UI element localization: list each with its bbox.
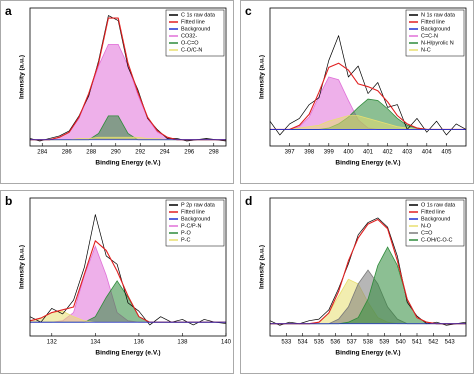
x-tick-label: 399: [324, 150, 335, 156]
legend-label: P-C/P-N: [181, 223, 202, 229]
area-fill: [30, 44, 226, 140]
legend-box: [165, 199, 225, 247]
y-axis-label: Intensity (a.u.): [259, 245, 266, 289]
panel: b 132 134 136 138 140 Binding Energy (e.V.) Int…: [0, 190, 234, 374]
panel: d 533 534 535 536 537 538 539 540 541 542 543 Bindin…: [240, 190, 474, 374]
x-tick-label: 534: [298, 340, 309, 346]
legend-label: N-O: [421, 223, 432, 229]
x-tick-label: 403: [402, 150, 413, 156]
panel: c 397 398 399 400 401 402 403 404 405 Binding Ener…: [240, 0, 474, 184]
legend-label: Fitted line: [421, 209, 445, 215]
x-tick-label: 288: [86, 150, 97, 156]
x-axis-label: Binding Energy (e.V.): [335, 350, 400, 357]
area-fill: [270, 247, 466, 324]
panel-label: d: [245, 194, 252, 208]
x-tick-label: 543: [445, 340, 456, 346]
panel: a 284 286 288 290 292 294 296 298 Binding Energy …: [0, 0, 234, 184]
legend-label: Fitted line: [181, 19, 205, 25]
x-tick-label: 398: [304, 150, 315, 156]
x-tick-label: 136: [134, 340, 145, 346]
panel-label: b: [5, 194, 12, 208]
x-tick-label: 535: [314, 340, 325, 346]
legend-label: Background: [181, 26, 210, 32]
panel-label: c: [245, 4, 252, 18]
legend-label: C=C-N: [421, 33, 438, 39]
x-tick-label: 290: [111, 150, 122, 156]
x-tick-label: 132: [47, 340, 58, 346]
x-tick-label: 404: [422, 150, 433, 156]
x-tick-label: 138: [177, 340, 188, 346]
plot-frame: [29, 7, 227, 147]
raw-data-line: [29, 214, 227, 326]
area-fill: [270, 115, 466, 130]
area-fill: [30, 115, 226, 140]
x-axis-label: Binding Energy (e.V.): [335, 160, 400, 167]
legend-label: O 1s raw data: [421, 202, 456, 208]
legend-label: N 1s raw data: [421, 12, 456, 18]
x-tick-label: 134: [90, 340, 101, 346]
x-axis-label: Binding Energy (e.V.): [95, 350, 160, 357]
x-axis-label: Binding Energy (e.V.): [95, 160, 160, 167]
x-tick-label: 400: [343, 150, 354, 156]
legend-label: P-C: [181, 237, 191, 243]
legend-label: P 2p raw data: [181, 202, 216, 208]
legend-label: Fitted line: [421, 19, 445, 25]
x-tick-label: 402: [383, 150, 394, 156]
x-tick-label: 292: [135, 150, 146, 156]
x-tick-label: 284: [37, 150, 48, 156]
legend-label: Background: [421, 216, 450, 222]
area-fill: [30, 280, 226, 323]
x-tick-label: 536: [330, 340, 341, 346]
x-tick-label: 294: [160, 150, 171, 156]
x-tick-label: 541: [412, 340, 423, 346]
x-tick-label: 401: [363, 150, 374, 156]
legend-label: Fitted line: [181, 209, 205, 215]
area-fill: [30, 311, 226, 323]
legend-label: Background: [181, 216, 210, 222]
x-tick-label: 533: [281, 340, 292, 346]
area-fill: [270, 77, 466, 130]
legend-label: N-C: [421, 47, 431, 53]
legend-label: CO32-: [181, 33, 197, 39]
legend-label: Background: [421, 26, 450, 32]
x-tick-label: 298: [209, 150, 220, 156]
plot-frame: [29, 197, 227, 337]
area-fill: [30, 246, 226, 323]
area-fill: [270, 99, 466, 130]
x-tick-label: 140: [221, 340, 232, 346]
x-tick-label: 286: [62, 150, 73, 156]
x-tick-label: 296: [184, 150, 195, 156]
x-tick-label: 540: [396, 340, 407, 346]
legend-label: C-O/C-N: [181, 47, 202, 53]
legend-label: C=O: [421, 230, 433, 236]
area-fill: [30, 137, 226, 140]
x-tick-label: 542: [428, 340, 439, 346]
x-tick-label: 397: [285, 150, 296, 156]
y-axis-label: Intensity (a.u.): [19, 245, 26, 289]
panel-label: a: [5, 4, 12, 18]
legend-label: C 1s raw data: [181, 12, 216, 18]
legend-label: O-C=O: [181, 40, 199, 46]
area-fill: [270, 270, 466, 324]
x-tick-label: 538: [363, 340, 374, 346]
x-tick-label: 537: [347, 340, 358, 346]
legend-label: C-OH/C-O-C: [421, 237, 452, 243]
y-axis-label: Intensity (a.u.): [19, 55, 26, 99]
x-tick-label: 405: [441, 150, 452, 156]
legend-box: [405, 9, 465, 57]
x-tick-label: 539: [379, 340, 390, 346]
legend-box: [405, 199, 465, 247]
raw-data-line: [269, 35, 467, 136]
legend-label: N-H/pyrolic N: [421, 40, 454, 46]
legend-label: P-O: [181, 230, 192, 236]
y-axis-label: Intensity (a.u.): [259, 55, 266, 99]
legend-box: [165, 9, 225, 57]
